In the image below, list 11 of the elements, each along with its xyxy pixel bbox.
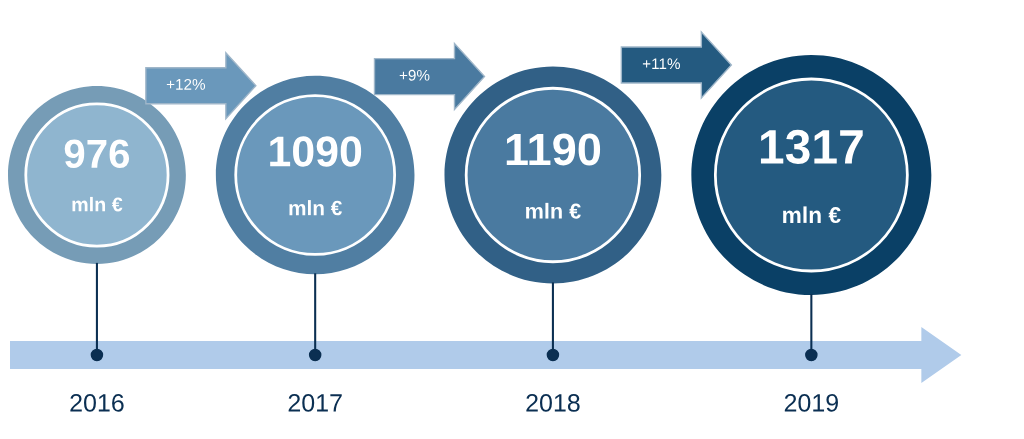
category-label: 2018 [526,394,580,412]
category-label: 2017 [288,394,342,412]
text: +9% [399,69,430,81]
data-label: 976 mln € [64,139,130,212]
data-label: 1090 mln € [270,136,362,216]
category-label: 2016 [70,394,124,412]
text: +11% [642,58,680,70]
data-label: 1317 mln € [760,129,863,224]
category-label: 2019 [784,394,838,412]
text: +12% [166,78,206,90]
data-label: 1190 mln € [506,133,601,219]
